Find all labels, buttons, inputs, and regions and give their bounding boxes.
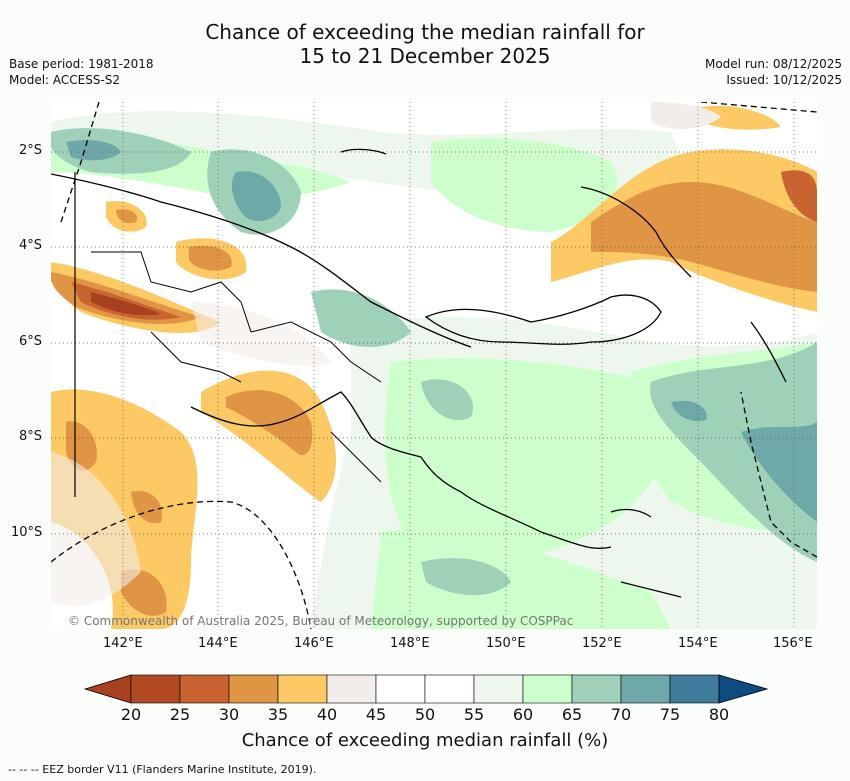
colorbar-swatch: [669, 674, 720, 704]
colorbar-tick-60: 60: [512, 705, 534, 724]
copyright-text: © Commonwealth of Australia 2025, Bureau…: [68, 614, 574, 628]
colorbar-tick-65: 65: [561, 705, 583, 724]
contour-30-35-southwest-b: [121, 569, 167, 616]
contour-30-35-central: [226, 390, 313, 456]
contour-30-35-west-band: [51, 272, 201, 325]
contour-35-40-ne-top: [701, 105, 781, 130]
coast-new-britain: [424, 294, 662, 345]
colorbar-tick-75: 75: [659, 705, 681, 724]
contour-30-35-southwest-a: [66, 421, 97, 471]
lon-label-154e: 154°E: [678, 636, 718, 651]
map-title-line1: Chance of exceeding the median rainfall …: [205, 20, 645, 44]
lat-label-10s: 10°S: [11, 525, 43, 540]
lon-label-144e: 144°E: [198, 636, 238, 651]
colorbar-swatch: [522, 674, 573, 704]
colorbar-tick-55: 55: [463, 705, 485, 724]
colorbar-tick-35: 35: [267, 705, 289, 724]
coast-islands-e: [610, 508, 652, 518]
contour-65-70-g: [421, 558, 511, 596]
colorbar-title: Chance of exceeding median rainfall (%): [241, 730, 609, 751]
contour-70-75-e: [741, 422, 817, 522]
contour-25-30-ne: [781, 170, 817, 222]
contour-60-65-south2: [371, 530, 671, 629]
contour-25-30-west-band: [71, 282, 181, 320]
colorbar-tick-70: 70: [610, 705, 632, 724]
coastlines: [51, 148, 787, 598]
eez-legend-text: -- -- -- EEZ border V11 (Flanders Marine…: [8, 763, 317, 776]
coast-bougainville: [750, 321, 787, 383]
colorbar-swatch: [424, 674, 475, 704]
coast-new-ireland: [580, 186, 692, 278]
province-borders: [91, 251, 382, 483]
colorbar-tick-25: 25: [169, 705, 191, 724]
contour-70-75-b: [66, 140, 121, 161]
lon-label-142e: 142°E: [103, 636, 143, 651]
coast-islands-se: [620, 581, 682, 598]
contour-60-65-central: [431, 138, 618, 232]
contour-65-70-d: [421, 379, 473, 421]
contour-30-35-nw-small: [116, 209, 138, 224]
colorbar-swatch: [130, 674, 181, 704]
lon-label-156e: 156°E: [773, 636, 813, 651]
contour-30-35-northeast: [591, 182, 817, 292]
lon-label-148e: 148°E: [390, 636, 430, 651]
colorbar-tick-80: 80: [708, 705, 730, 724]
colorbar-tick-30: 30: [218, 705, 240, 724]
lat-label-6s: 6°S: [19, 334, 43, 349]
lon-label-150e: 150°E: [486, 636, 526, 651]
contour-40-45-c: [191, 302, 331, 366]
contour-20-25-west-band: [91, 292, 161, 316]
coast-mainland-north: [51, 173, 472, 348]
coast-mainland-south: [190, 391, 612, 549]
rainfall-map: [51, 102, 817, 629]
colorbar-swatch: [620, 674, 671, 704]
issued-text: Issued: 10/12/2025: [726, 73, 842, 87]
lat-label-2s: 2°S: [19, 143, 43, 158]
coast-manus: [340, 148, 387, 155]
colorbar-extend-high: [718, 674, 769, 704]
base-period-text: Base period: 1981-2018: [9, 57, 154, 71]
contour-30-35-southwest-c: [131, 491, 162, 524]
colorbar-tick-50: 50: [414, 705, 436, 724]
colorbar-swatch: [326, 674, 377, 704]
contour-40-45-a: [651, 102, 721, 129]
lat-label-8s: 8°S: [19, 429, 43, 444]
lat-label-4s: 4°S: [19, 238, 43, 253]
colorbar-tick-20: 20: [120, 705, 142, 724]
colorbar-swatch: [179, 674, 230, 704]
colorbar-swatch: [375, 674, 426, 704]
contour-70-75-f: [671, 400, 707, 422]
colorbar-swatch: [571, 674, 622, 704]
lon-label-152e: 152°E: [582, 636, 622, 651]
contour-65-70-e: [650, 342, 817, 562]
contour-30-35-center-north: [189, 245, 232, 271]
lon-label-146e: 146°E: [294, 636, 334, 651]
colorbar: [83, 674, 769, 704]
contour-70-75-a: [231, 171, 281, 222]
contour-65-70-b: [51, 128, 191, 174]
model-run-text: Model run: 08/12/2025: [704, 57, 842, 71]
colorbar-extend-low: [83, 674, 132, 704]
model-text: Model: ACCESS-S2: [9, 73, 121, 87]
colorbar-swatch: [228, 674, 279, 704]
eez-border: [51, 102, 817, 629]
contour-65-70-c: [311, 289, 411, 347]
contour-40-45-b: [51, 452, 141, 606]
colorbar-tick-40: 40: [316, 705, 338, 724]
colorbar-swatch: [277, 674, 328, 704]
colorbar-swatch: [473, 674, 524, 704]
colorbar-tick-45: 45: [365, 705, 387, 724]
map-title-line2: 15 to 21 December 2025: [299, 44, 551, 68]
map-svg: [51, 102, 817, 629]
